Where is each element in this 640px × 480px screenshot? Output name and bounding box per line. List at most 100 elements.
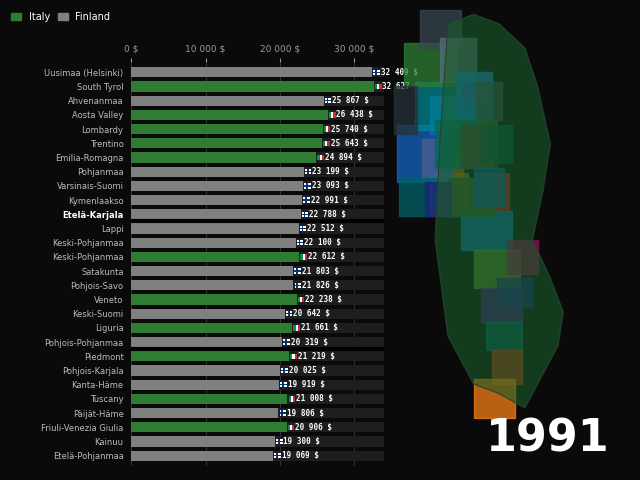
Text: 22 512 $: 22 512 $ — [307, 224, 344, 233]
Bar — [280, 384, 287, 385]
Bar — [131, 351, 384, 361]
Bar — [131, 309, 384, 319]
Bar — [276, 441, 282, 442]
Bar — [131, 138, 384, 148]
Bar — [131, 309, 285, 319]
Bar — [323, 141, 325, 146]
Bar — [300, 254, 303, 260]
Bar — [131, 82, 384, 92]
Bar — [131, 96, 384, 106]
Bar — [294, 285, 301, 286]
Bar — [329, 112, 331, 118]
Text: 19 806 $: 19 806 $ — [287, 408, 324, 418]
Bar — [375, 84, 377, 89]
Text: 1991: 1991 — [486, 417, 610, 460]
Bar — [131, 67, 372, 77]
Bar — [301, 226, 303, 231]
Bar — [440, 38, 476, 82]
Bar — [486, 322, 522, 350]
Bar — [276, 439, 282, 444]
Bar — [300, 297, 302, 302]
Bar — [420, 10, 461, 48]
Bar — [131, 294, 296, 305]
Bar — [303, 212, 305, 217]
Bar — [481, 288, 522, 322]
Bar — [304, 183, 310, 189]
Bar — [303, 199, 310, 201]
Text: 23 093 $: 23 093 $ — [312, 181, 349, 191]
Text: 20 906 $: 20 906 $ — [295, 423, 332, 432]
Bar — [326, 98, 328, 103]
Text: 19 300 $: 19 300 $ — [284, 437, 321, 446]
Bar — [131, 167, 304, 177]
Text: 21 826 $: 21 826 $ — [302, 281, 339, 290]
Bar — [302, 297, 305, 302]
Bar — [298, 240, 300, 245]
Text: 25 740 $: 25 740 $ — [332, 125, 368, 133]
Bar — [131, 223, 384, 234]
Bar — [328, 126, 330, 132]
Bar — [425, 182, 451, 216]
Bar — [131, 67, 384, 77]
Bar — [131, 351, 289, 361]
Bar — [461, 211, 512, 250]
Text: 19 069 $: 19 069 $ — [282, 451, 319, 460]
Bar — [131, 238, 296, 248]
Bar — [131, 209, 384, 219]
Bar — [131, 195, 302, 205]
Text: 20 025 $: 20 025 $ — [289, 366, 326, 375]
Bar — [291, 396, 293, 402]
Bar — [131, 337, 282, 347]
Bar — [131, 394, 384, 404]
Bar — [430, 173, 468, 216]
Bar — [399, 178, 438, 216]
Bar — [474, 250, 520, 288]
Bar — [131, 422, 384, 432]
Bar — [131, 451, 273, 461]
Bar — [131, 181, 303, 191]
Bar — [131, 408, 384, 418]
Text: 26 438 $: 26 438 $ — [337, 110, 374, 120]
Bar — [131, 82, 374, 92]
Bar — [131, 195, 384, 205]
Bar — [131, 280, 384, 290]
Text: 20 642 $: 20 642 $ — [293, 309, 330, 318]
Bar — [280, 382, 287, 387]
Bar — [287, 311, 289, 316]
Bar — [293, 396, 295, 402]
Bar — [274, 455, 281, 456]
Bar — [497, 278, 532, 307]
Bar — [131, 394, 287, 404]
Bar — [317, 155, 319, 160]
Text: 23 199 $: 23 199 $ — [312, 167, 349, 176]
Text: 32 627 $: 32 627 $ — [383, 82, 419, 91]
Bar — [131, 96, 324, 106]
Text: 24 894 $: 24 894 $ — [325, 153, 362, 162]
Bar — [131, 337, 384, 347]
Bar — [131, 323, 292, 333]
Bar — [507, 240, 538, 274]
Bar — [292, 354, 294, 359]
Bar — [131, 365, 384, 375]
Bar — [324, 98, 332, 103]
Bar — [306, 183, 308, 189]
Bar — [292, 425, 294, 430]
Bar — [326, 126, 328, 132]
Bar — [131, 408, 278, 418]
Bar — [333, 112, 335, 118]
Bar — [305, 171, 312, 172]
Bar — [286, 313, 292, 314]
Bar — [303, 197, 310, 203]
Bar — [290, 354, 292, 359]
Bar — [274, 453, 281, 458]
Bar — [331, 112, 333, 118]
Text: 22 100 $: 22 100 $ — [304, 238, 341, 247]
Text: 20 319 $: 20 319 $ — [291, 337, 328, 347]
Bar — [481, 125, 512, 163]
Bar — [280, 412, 286, 414]
Bar — [448, 178, 494, 216]
Bar — [131, 138, 322, 148]
Bar — [282, 382, 284, 387]
Text: 32 409 $: 32 409 $ — [381, 68, 418, 77]
Bar — [131, 153, 316, 163]
